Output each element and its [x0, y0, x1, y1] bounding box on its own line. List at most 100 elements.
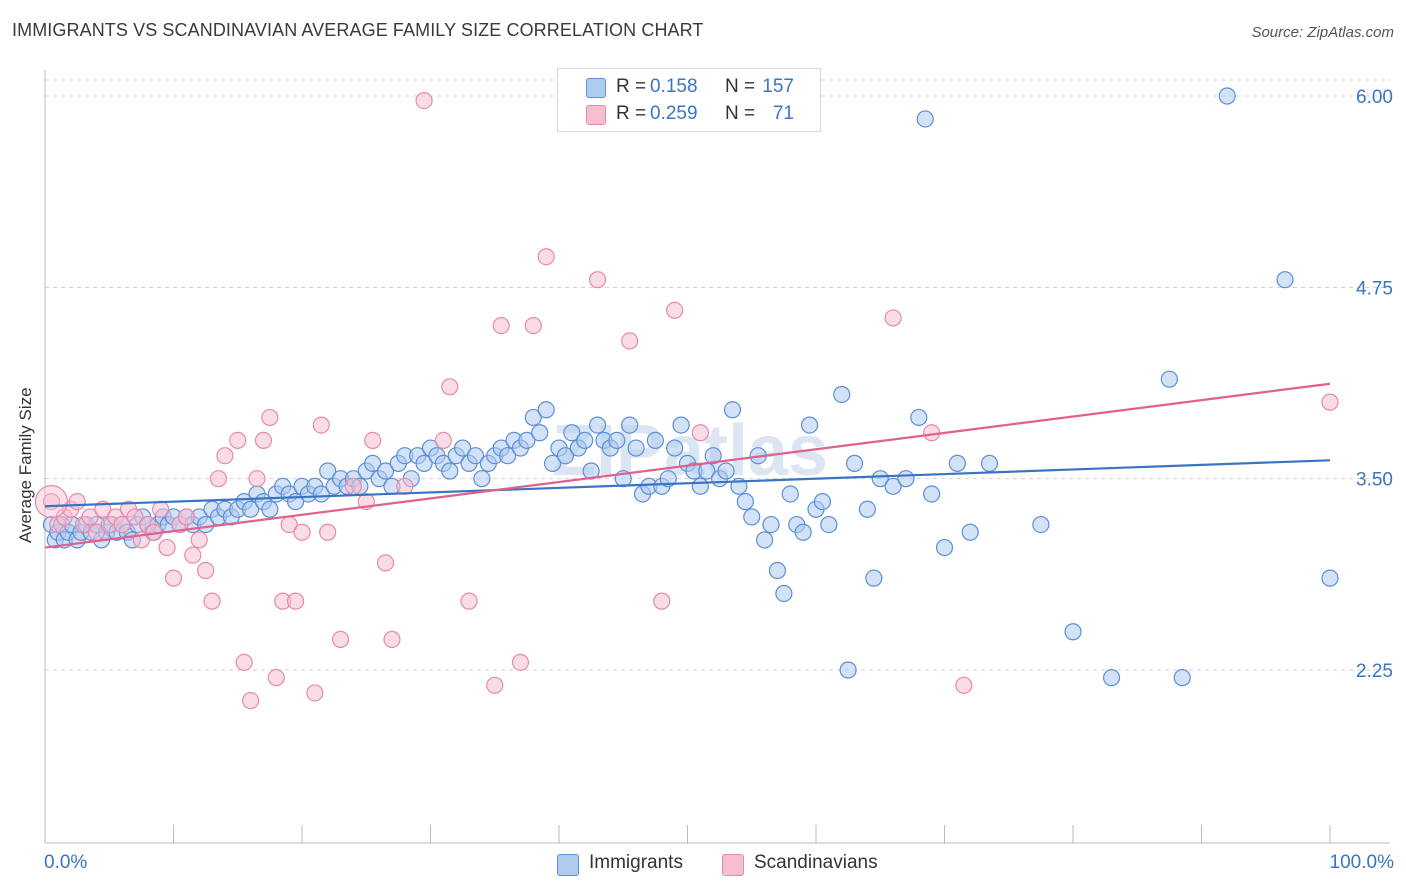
- scandinavians-point: [197, 561, 215, 580]
- axes: [44, 70, 1390, 844]
- scandinavians-point: [267, 669, 285, 687]
- immigrants-point: [736, 493, 754, 511]
- scandinavians-point: [306, 684, 324, 702]
- immigrants-point: [524, 408, 542, 427]
- legend-row-scandinavians: R = 0.259 N = 71: [558, 100, 820, 128]
- immigrants-point: [768, 561, 787, 580]
- grid-lines: [45, 79, 1390, 671]
- scandinavians-point: [177, 508, 195, 526]
- scandinavians-point: [511, 653, 530, 671]
- scandinavians-point: [152, 500, 170, 518]
- immigrants-point: [242, 500, 260, 518]
- immigrants-point: [839, 661, 857, 679]
- scandinavians-trend-line: [44, 382, 1331, 549]
- scandinavians-point: [319, 523, 337, 541]
- scandinavians-point: [691, 424, 709, 442]
- immigrants-point: [543, 454, 562, 472]
- immigrants-point: [415, 454, 433, 472]
- immigrants-point: [531, 424, 549, 442]
- immigrants-point: [499, 447, 517, 465]
- immigrants-point: [723, 401, 742, 419]
- scandinavians-point: [81, 508, 99, 526]
- immigrants-point: [794, 523, 812, 541]
- immigrants-point: [858, 500, 877, 518]
- scandinavians-point: [460, 592, 478, 610]
- immigrants-point: [454, 439, 472, 457]
- scandinavians-point: [164, 569, 183, 587]
- immigrants-point: [376, 462, 395, 480]
- immigrants-point: [1032, 515, 1050, 534]
- scandinavians-point: [216, 447, 234, 465]
- y-tick-label: 6.00: [1356, 87, 1393, 108]
- legend-label-immigrants: Immigrants: [589, 852, 683, 873]
- immigrants-points: [42, 87, 1339, 687]
- immigrants-point: [576, 431, 594, 449]
- immigrants-point: [666, 439, 684, 457]
- x-tick-label-max: 100.0%: [1329, 852, 1394, 873]
- immigrants-point: [833, 385, 851, 404]
- scandinavians-point: [434, 431, 452, 449]
- r-label: R =: [616, 103, 647, 124]
- immigrants-point: [691, 477, 709, 495]
- n-label: N =: [725, 76, 756, 97]
- scandinavians-point: [621, 332, 639, 350]
- correlation-legend: R = 0.158 N = 157 R = 0.259 N = 71: [557, 68, 821, 132]
- scandinavians-point: [1321, 393, 1339, 411]
- immigrants-point: [980, 454, 999, 472]
- immigrants-point: [466, 447, 485, 465]
- scandinavians-point: [376, 554, 395, 572]
- scandinavians-point: [126, 508, 144, 526]
- immigrants-legend-swatch: [557, 854, 579, 876]
- immigrants-point: [717, 462, 735, 480]
- legend-label-scandinavians: Scandinavians: [754, 852, 878, 873]
- scandinavians-point: [113, 515, 131, 534]
- scandinavians-point: [666, 301, 684, 319]
- scandinavians-point: [312, 416, 330, 434]
- scandinavians-point: [441, 378, 459, 396]
- immigrants-point: [820, 515, 838, 534]
- n-label: N =: [725, 103, 756, 124]
- scandinavians-point: [415, 91, 433, 110]
- immigrants-point: [865, 569, 883, 587]
- scandinavians-point: [248, 470, 266, 488]
- immigrants-point: [588, 416, 607, 434]
- scandinavians-point-large: [34, 485, 69, 519]
- immigrants-point: [537, 401, 555, 419]
- scandinavians-point: [235, 653, 253, 671]
- y-tick-label: 3.50: [1356, 470, 1393, 491]
- immigrants-point: [1160, 370, 1178, 388]
- immigrants-point: [659, 470, 677, 488]
- r-label: R =: [616, 76, 647, 97]
- immigrants-point: [1173, 669, 1191, 687]
- scandinavians-point: [396, 477, 414, 495]
- scandinavians-point: [254, 431, 273, 449]
- immigrants-point: [762, 515, 780, 534]
- immigrants-point: [884, 477, 902, 495]
- scandinavians-point: [203, 592, 221, 610]
- scandinavians-point: [524, 317, 542, 335]
- scandinavians-point: [383, 630, 401, 648]
- immigrants-point: [261, 500, 279, 518]
- immigrants-point: [923, 485, 941, 503]
- immigrants-point: [755, 531, 774, 549]
- immigrants-point: [621, 416, 639, 434]
- scandinavians-point: [209, 470, 228, 488]
- immigrants-point: [1276, 271, 1294, 289]
- immigrants-swatch: [586, 78, 606, 98]
- immigrants-point: [743, 508, 761, 526]
- immigrants-point: [1102, 669, 1121, 687]
- immigrants-point: [916, 110, 934, 128]
- scandinavians-point: [955, 676, 973, 694]
- immigrants-point: [1321, 569, 1339, 587]
- scandinavians-point: [588, 271, 607, 289]
- immigrants-point: [910, 408, 928, 427]
- r-value: 0.158: [650, 76, 698, 97]
- immigrants-point: [871, 470, 889, 488]
- immigrants-point: [800, 416, 819, 434]
- scandinavians-points: [34, 91, 1339, 710]
- immigrants-point: [364, 454, 382, 472]
- immigrants-point: [897, 470, 915, 488]
- scandinavians-point: [492, 317, 510, 335]
- scandinavians-point: [344, 477, 362, 495]
